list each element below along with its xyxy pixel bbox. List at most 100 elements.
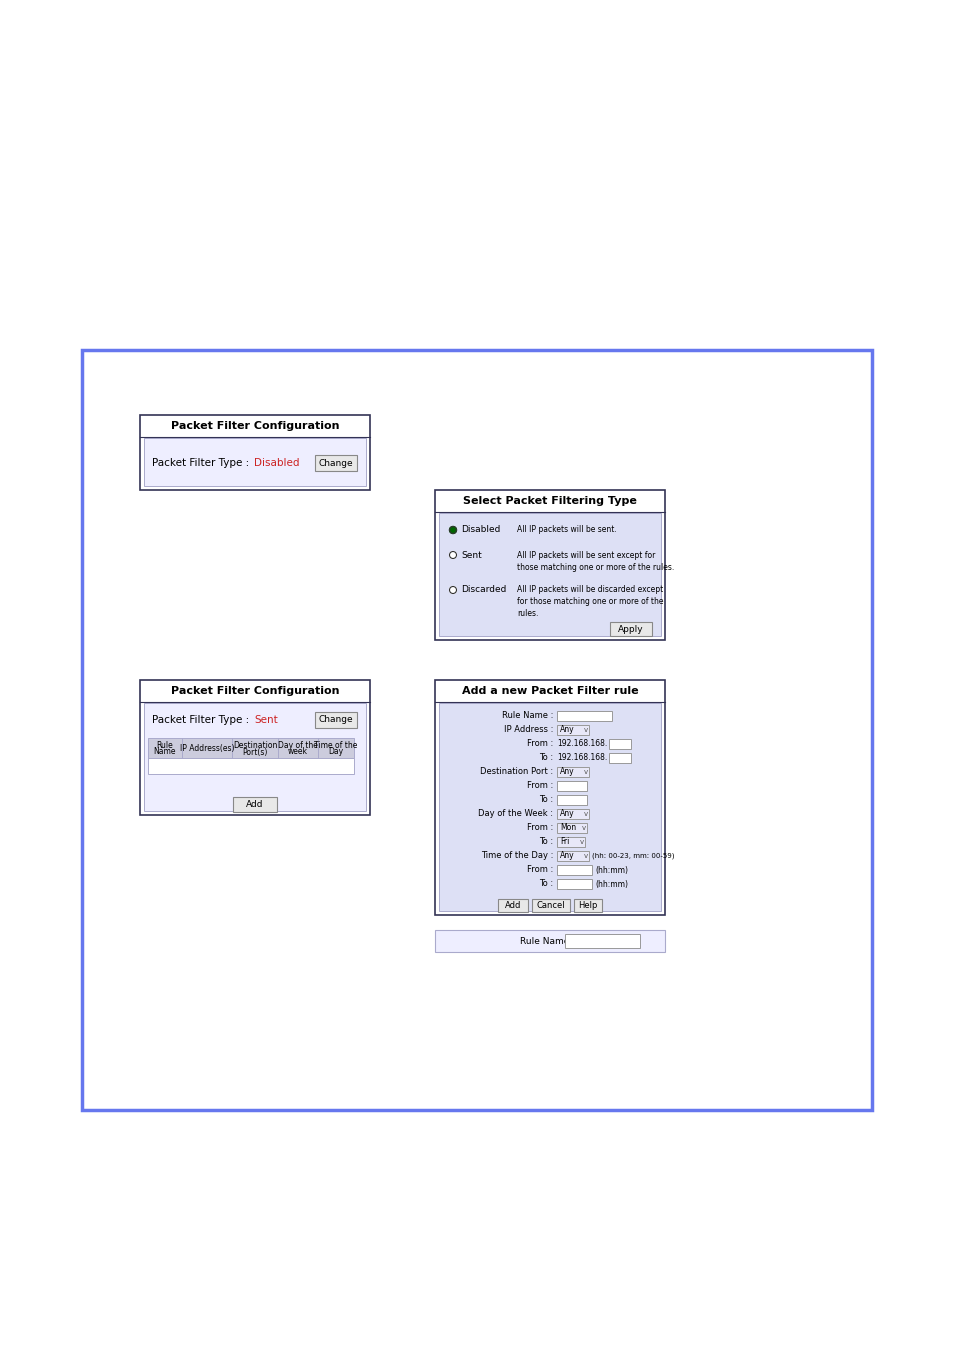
Bar (497, 899, 527, 913)
Text: Packet Filter Type :: Packet Filter Type : (152, 458, 253, 468)
Text: Any: Any (559, 852, 574, 860)
Text: v: v (579, 838, 583, 845)
Text: Name: Name (153, 748, 176, 756)
Text: Disabled: Disabled (460, 525, 500, 535)
Text: From :: From : (526, 740, 553, 748)
Text: To :: To : (538, 753, 553, 763)
Text: (hh:mm): (hh:mm) (595, 865, 627, 875)
Text: Add: Add (504, 900, 520, 910)
Text: Sent: Sent (460, 551, 481, 559)
Text: week: week (288, 748, 308, 756)
Text: All IP packets will be sent.: All IP packets will be sent. (517, 525, 616, 535)
Bar (233, 796, 276, 811)
Text: Destination Port :: Destination Port : (479, 768, 553, 776)
Bar (148, 757, 354, 774)
Text: Any: Any (559, 725, 574, 734)
Text: To :: To : (538, 879, 553, 888)
Bar (609, 622, 651, 636)
Text: Destination: Destination (233, 741, 277, 749)
Text: Day: Day (328, 748, 343, 756)
Bar (144, 437, 366, 486)
Text: 192.168.168.: 192.168.168. (557, 740, 607, 748)
Circle shape (449, 552, 456, 559)
Text: v: v (583, 728, 587, 733)
Text: v: v (583, 769, 587, 775)
Circle shape (449, 526, 456, 533)
Text: Day of the Week :: Day of the Week : (477, 810, 553, 818)
Text: From :: From : (526, 824, 553, 833)
Text: Rule Name :: Rule Name : (519, 937, 575, 945)
Text: All IP packets will be sent except for: All IP packets will be sent except for (517, 551, 655, 559)
Bar (435, 490, 664, 640)
Bar (435, 680, 664, 915)
Text: Help: Help (578, 900, 598, 910)
Bar (557, 865, 592, 875)
Text: Apply: Apply (618, 625, 643, 633)
Bar (314, 455, 356, 471)
Bar (557, 824, 586, 833)
Bar (557, 850, 588, 861)
Bar (557, 837, 584, 846)
Text: Rule: Rule (156, 741, 173, 749)
Text: All IP packets will be discarded except: All IP packets will be discarded except (517, 586, 662, 594)
Bar (140, 414, 370, 490)
Bar (557, 725, 588, 734)
Text: for those matching one or more of the: for those matching one or more of the (517, 598, 662, 606)
Text: Packet Filter Configuration: Packet Filter Configuration (171, 421, 339, 431)
Text: From :: From : (526, 782, 553, 791)
Bar (557, 795, 586, 805)
Text: Port(s): Port(s) (242, 748, 268, 756)
Bar (557, 711, 612, 721)
Text: Packet Filter Configuration: Packet Filter Configuration (171, 686, 339, 697)
Bar (82, 350, 871, 1110)
Text: Disabled: Disabled (253, 458, 299, 468)
Text: Fri: Fri (559, 837, 569, 846)
Bar (557, 767, 588, 778)
Bar (564, 934, 639, 948)
Text: Add: Add (246, 801, 263, 809)
Text: Add a new Packet Filter rule: Add a new Packet Filter rule (461, 686, 638, 697)
Text: Select Packet Filtering Type: Select Packet Filtering Type (462, 495, 637, 506)
Bar (438, 703, 660, 911)
Bar (438, 513, 660, 636)
Bar (608, 753, 630, 763)
Bar (532, 899, 569, 913)
Text: (hh:mm): (hh:mm) (595, 879, 627, 888)
Text: Day of the: Day of the (277, 741, 317, 749)
Text: To :: To : (538, 795, 553, 805)
Text: IP Address(es): IP Address(es) (179, 744, 234, 752)
Text: v: v (583, 853, 587, 859)
Text: Time of the: Time of the (314, 741, 357, 749)
Bar (314, 711, 356, 728)
Bar (140, 680, 370, 815)
Circle shape (449, 586, 456, 594)
Text: Rule Name :: Rule Name : (501, 711, 553, 721)
Text: Packet Filter Type :: Packet Filter Type : (152, 716, 253, 725)
Text: v: v (581, 825, 585, 832)
Bar (148, 738, 354, 757)
Text: rules.: rules. (517, 609, 537, 618)
Text: Any: Any (559, 810, 574, 818)
Text: (hh: 00-23, mm: 00-59): (hh: 00-23, mm: 00-59) (592, 853, 674, 859)
Text: Mon: Mon (559, 824, 576, 833)
Text: 192.168.168.: 192.168.168. (557, 753, 607, 763)
Text: From :: From : (526, 865, 553, 875)
Text: Sent: Sent (253, 716, 277, 725)
Text: Time of the Day :: Time of the Day : (480, 852, 553, 860)
Bar (574, 899, 601, 913)
Bar (608, 738, 630, 749)
Bar (144, 703, 366, 811)
Bar (435, 930, 664, 952)
Text: Change: Change (318, 459, 353, 467)
Text: Cancel: Cancel (537, 900, 565, 910)
Text: To :: To : (538, 837, 553, 846)
Text: those matching one or more of the rules.: those matching one or more of the rules. (517, 563, 674, 571)
Bar (557, 809, 588, 819)
Text: Discarded: Discarded (460, 586, 506, 594)
Text: Any: Any (559, 768, 574, 776)
Text: Change: Change (318, 716, 353, 725)
Text: v: v (583, 811, 587, 817)
Text: IP Address :: IP Address : (503, 725, 553, 734)
Bar (557, 782, 586, 791)
Bar (557, 879, 592, 890)
